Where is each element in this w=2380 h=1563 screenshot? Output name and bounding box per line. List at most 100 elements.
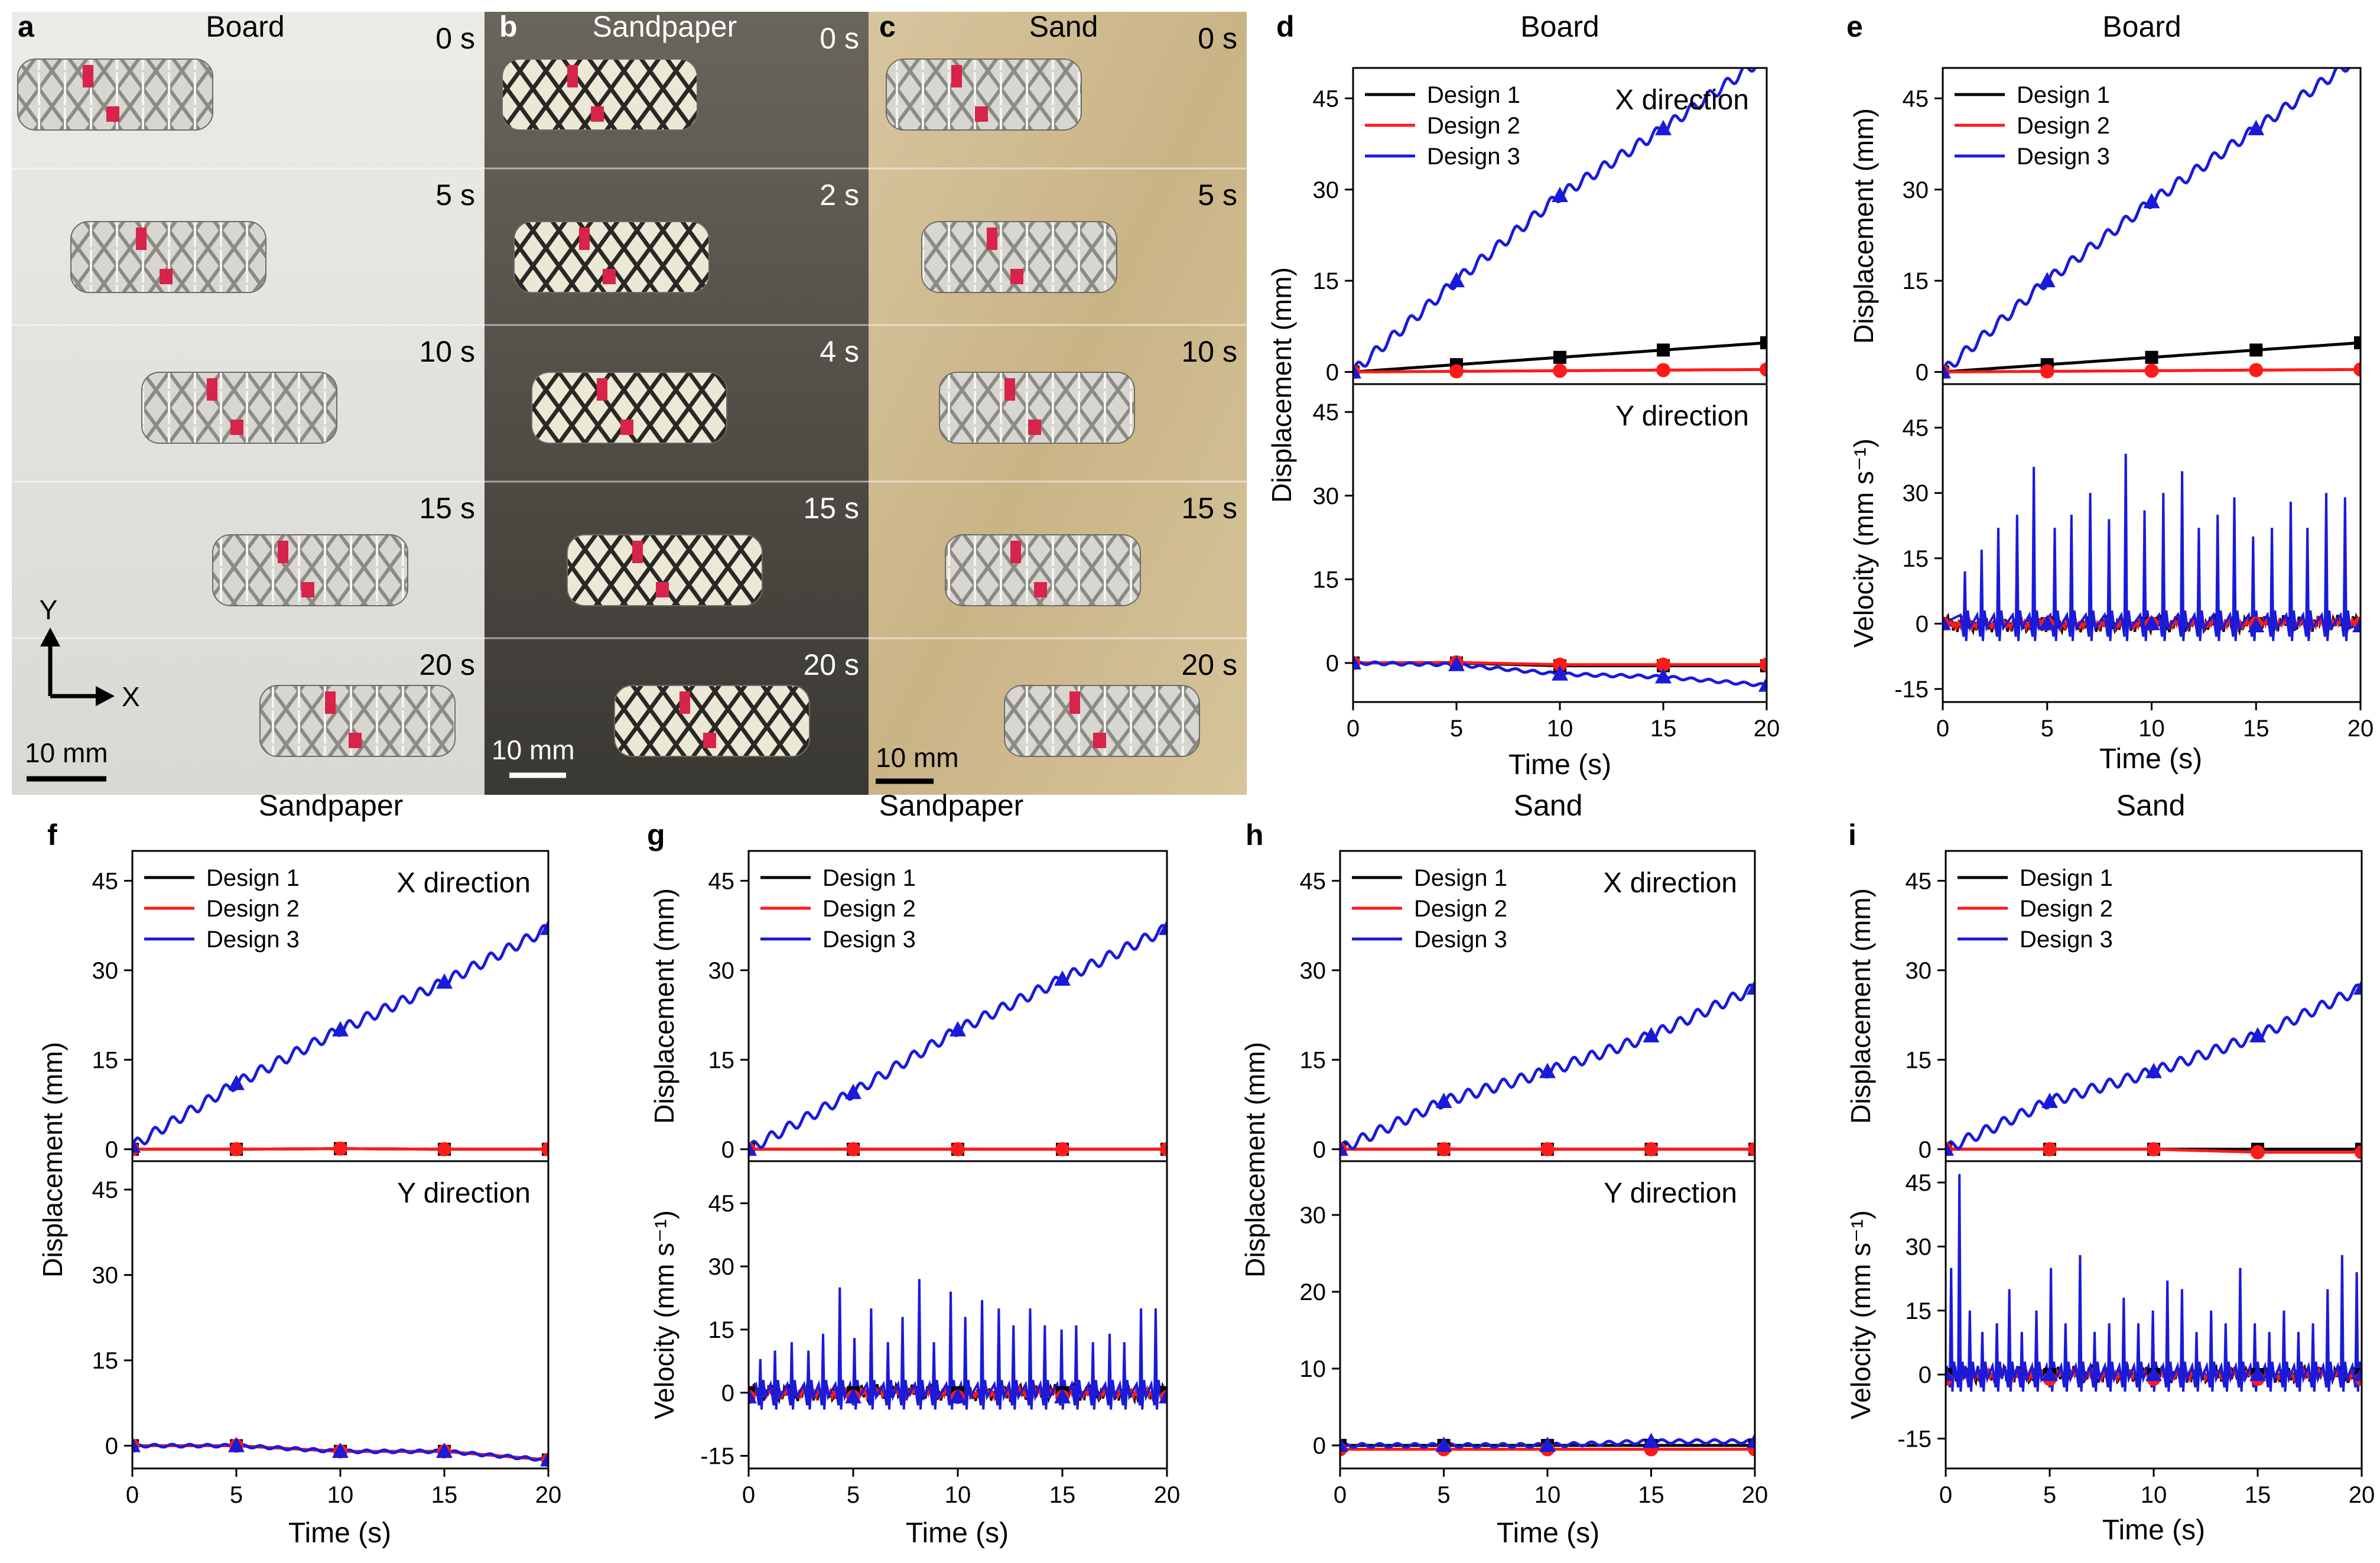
series-line-design-3: [1943, 68, 2350, 373]
red-marker: [1004, 378, 1015, 401]
data-point-design-3: [436, 1442, 453, 1458]
y-axis-label-velocity: Velocity (mm s⁻¹): [1845, 1210, 1876, 1419]
robot-body: [945, 534, 1141, 606]
data-point-design-3: [1552, 187, 1568, 203]
legend-label-design-3: Design 3: [2020, 927, 2113, 953]
arrow-up-icon: [40, 628, 60, 646]
plot-area: [1353, 68, 1767, 379]
axis-x-label: X: [122, 681, 140, 712]
red-marker: [703, 733, 716, 748]
legend-label-design-1: Design 1: [2017, 82, 2110, 108]
red-marker: [951, 65, 962, 87]
y-tick-label: 0: [1919, 1137, 1932, 1163]
data-point-design-3: [1340, 1140, 1348, 1156]
plot-area: [1943, 453, 2361, 641]
data-point-design-3: [1539, 1062, 1556, 1078]
y-axis-label-displacement: Displacement (mm): [1266, 267, 1297, 503]
data-point-design-3: [2145, 1062, 2162, 1078]
time-label: 0 s: [435, 22, 475, 55]
robot-body: [212, 534, 408, 606]
velocity-line-design-3: [1946, 1174, 2362, 1392]
data-point-design-1: [2145, 350, 2158, 364]
red-marker: [975, 106, 988, 122]
direction-annotation: Y direction: [1615, 401, 1749, 432]
x-axis-label: Time (s): [906, 1517, 1009, 1549]
y-tick-label: -15: [1894, 677, 1929, 703]
data-point-design-2: [1540, 1142, 1555, 1156]
data-point-design-3: [2041, 1093, 2058, 1109]
y-axis-label-velocity: Velocity (mm s⁻¹): [1848, 438, 1879, 648]
chart-title: Board: [1520, 10, 1599, 43]
robot-body: [141, 372, 337, 444]
red-marker: [679, 691, 690, 714]
x-tick-label: 10: [1547, 716, 1573, 742]
panel-letter-h: h: [1246, 818, 1264, 852]
robot-body: [531, 372, 727, 444]
x-tick-label: 15: [2243, 716, 2270, 742]
legend: Design 1 Design 2 Design 3: [144, 865, 300, 953]
data-point-design-2: [1553, 657, 1567, 672]
direction-annotation: Y direction: [397, 1178, 531, 1209]
red-marker: [160, 269, 173, 284]
y-tick-label: 30: [92, 958, 119, 984]
data-point-design-3: [2353, 979, 2362, 995]
data-point-design-3: [2249, 1026, 2266, 1042]
data-point-design-2: [951, 1142, 965, 1156]
y-tick-label: 15: [1313, 268, 1339, 294]
x-axis-label: Time (s): [1508, 749, 1611, 781]
scale-bar-label-a: 10 mm: [25, 737, 108, 768]
data-point-design-3: [2038, 615, 2056, 631]
data-point-design-3: [228, 1437, 245, 1452]
subplot-displacement: 0 10 20 30 Y direction: [1300, 1160, 1756, 1470]
legend-label-design-2: Design 2: [1427, 113, 1520, 139]
red-marker: [106, 106, 119, 122]
direction-annotation: Y direction: [1604, 1178, 1737, 1209]
data-point-design-3: [2352, 47, 2369, 62]
x-tick-label: 15: [1638, 1482, 1664, 1508]
x-tick-label: 0: [1347, 716, 1360, 742]
data-point-design-3: [332, 1442, 349, 1458]
legend-label-design-3: Design 3: [1414, 927, 1507, 953]
y-tick-label: 30: [1903, 177, 1929, 203]
legend-label-design-2: Design 2: [1414, 896, 1507, 922]
robot-body: [886, 59, 1082, 131]
plot-frame: [747, 1160, 1168, 1470]
data-point-design-2: [1436, 1142, 1451, 1156]
panel-letter-f: f: [47, 818, 57, 852]
subplot-displacement: 0 15 30 45 Design 1 Design 2 Design 3: [1906, 850, 2363, 1163]
x-tick-label: 10: [945, 1482, 971, 1508]
subplot-velocity: -15 0 15 30 45 Velocity (mm s⁻¹): [1848, 383, 2362, 703]
data-point-design-3: [2143, 615, 2160, 631]
chart-title: Sandpaper: [259, 789, 404, 822]
plot-area: [1340, 979, 1755, 1156]
data-point-design-1: [1760, 336, 1767, 350]
data-point-design-2: [2144, 363, 2159, 378]
data-point-design-3: [1054, 1387, 1071, 1403]
data-point-design-3: [749, 1140, 757, 1156]
data-point-design-2: [333, 1141, 347, 1156]
robot-body: [921, 221, 1117, 293]
legend-label-design-1: Design 1: [822, 865, 916, 891]
data-point-design-3: [950, 1021, 966, 1036]
photo-panel-c: 0 s 5 s 10 s 15 s 20 s c Sand 10 mm: [869, 10, 1247, 795]
robot-body: [1004, 685, 1200, 757]
legend: Design 1 Design 2 Design 3: [1955, 82, 2110, 170]
y-tick-label: 15: [1313, 567, 1339, 593]
data-point-design-3: [1643, 1432, 1660, 1448]
y-tick-label: 0: [105, 1137, 118, 1163]
data-point-design-1: [2249, 343, 2263, 357]
data-point-design-3: [1943, 363, 1951, 379]
x-tick-label: 0: [742, 1482, 755, 1508]
plot-frame: [1945, 850, 2363, 1162]
x-tick-label: 15: [431, 1482, 458, 1508]
arrow-right-icon: [96, 686, 115, 706]
scale-bar-label-b: 10 mm: [492, 735, 575, 765]
y-axis-label-displacement: Displacement (mm): [37, 1042, 68, 1278]
data-point-design-3: [1353, 654, 1361, 670]
data-point-design-3: [132, 1137, 141, 1153]
data-point-design-2: [1656, 363, 1670, 378]
red-marker: [1034, 582, 1047, 597]
robot-body: [513, 221, 710, 293]
x-tick-label: 15: [1650, 716, 1677, 742]
